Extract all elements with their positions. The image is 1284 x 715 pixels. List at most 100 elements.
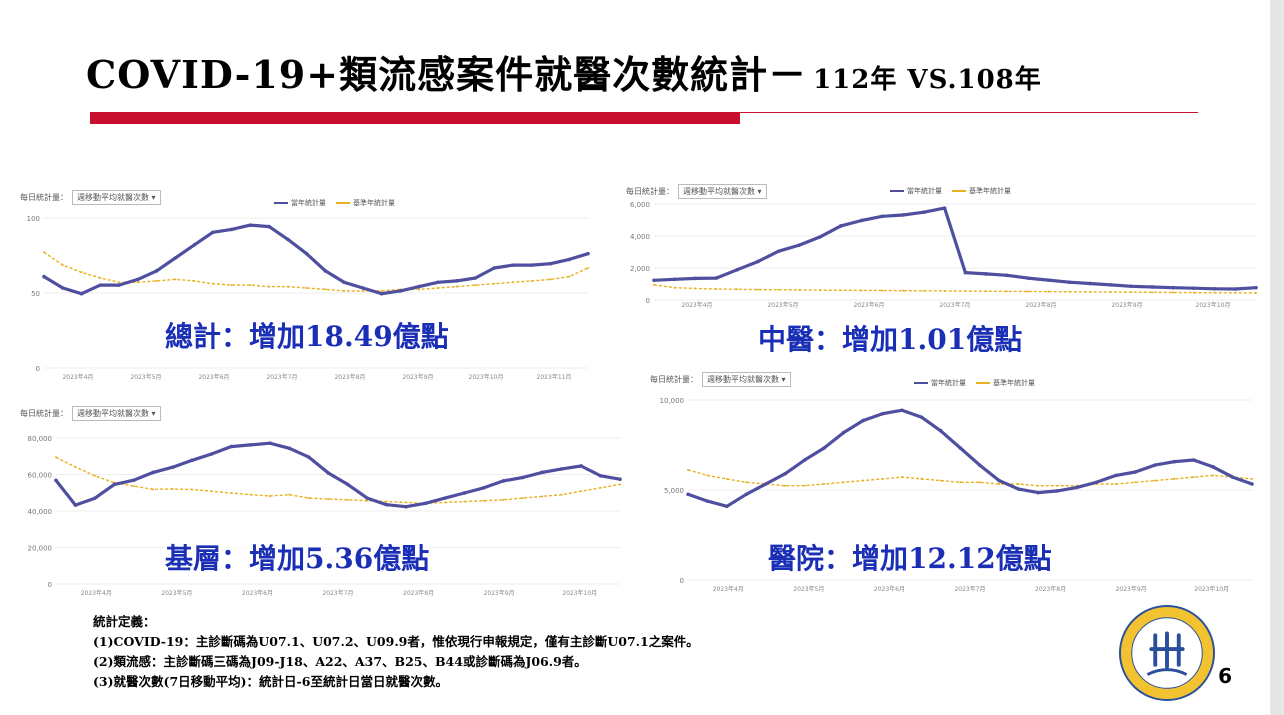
current-point: [939, 429, 943, 433]
current-point: [190, 458, 194, 463]
current-point: [802, 458, 807, 462]
current-point: [501, 479, 506, 483]
current-point: [443, 496, 447, 500]
chart-legend: 當年統計量 基準年統計量: [914, 378, 1035, 388]
base-point: [1151, 291, 1154, 294]
current-point: [1094, 480, 1099, 485]
current-point: [763, 482, 768, 486]
chart-controls: 每日統計量： 週移動平均就醫次數 ▾: [626, 184, 767, 199]
base-point: [43, 251, 45, 254]
x-tick-label: 2023年10月: [562, 589, 597, 597]
series-base-line: [687, 469, 1253, 487]
metric-dropdown[interactable]: 週移動平均就醫次數 ▾: [72, 190, 161, 205]
definition-item: (3)就醫次數(7日移動平均)：統計日-6至統計日當日就醫次數。: [93, 674, 448, 689]
x-tick-label: 2023年4月: [81, 589, 112, 597]
base-point: [118, 281, 121, 284]
current-point: [482, 486, 486, 490]
legend-current-label: 當年統計量: [907, 187, 942, 195]
base-point: [210, 490, 213, 493]
x-tick-label: 2023年6月: [198, 373, 229, 381]
metric-dropdown[interactable]: 週移動平均就醫次數 ▾: [702, 372, 791, 387]
current-point: [1211, 465, 1215, 469]
base-point: [784, 484, 787, 487]
current-point: [79, 291, 84, 296]
metric-dropdown[interactable]: 週移動平均就醫次數 ▾: [678, 184, 767, 199]
slide-title: COVID-19+類流感案件就醫次數統計－ 112年 VS.108年: [86, 44, 1042, 99]
y-tick-label: 4,000: [630, 233, 650, 241]
base-point: [1255, 292, 1257, 295]
dropdown-value: 週移動平均就醫次數: [683, 187, 755, 196]
y-tick-label: 0: [680, 577, 684, 585]
current-point: [755, 259, 760, 264]
current-point: [1172, 459, 1177, 464]
x-tick-label: 2023年7月: [954, 585, 985, 593]
current-point: [783, 471, 788, 476]
legend-base-label: 基準年統計量: [993, 379, 1035, 387]
current-point: [1005, 273, 1009, 278]
base-point: [152, 488, 155, 491]
current-point: [286, 237, 290, 242]
current-point: [454, 279, 459, 283]
y-tick-label: 0: [646, 297, 650, 305]
base-point: [288, 493, 291, 496]
current-point: [267, 224, 271, 229]
y-tick-label: 80,000: [28, 435, 53, 443]
current-point: [1254, 285, 1258, 290]
current-point: [1046, 278, 1051, 282]
base-point: [286, 285, 289, 288]
x-tick-label: 2023年5月: [130, 373, 161, 381]
current-point: [735, 268, 739, 272]
current-point: [797, 243, 802, 247]
x-tick-label: 2023年5月: [767, 301, 798, 309]
current-point: [42, 274, 46, 279]
current-point: [841, 430, 846, 435]
chart-svg: 100 50 0 2023年4月 2023年5月 2023年6月 2023年7月 2023年8…: [27, 215, 590, 381]
base-point: [1173, 477, 1176, 480]
base-point: [842, 481, 845, 484]
current-point: [211, 230, 215, 235]
current-point: [54, 478, 58, 483]
stat-label: 每日統計量：: [20, 193, 68, 202]
metric-dropdown[interactable]: 週移動平均就醫次數 ▾: [72, 406, 161, 421]
current-point: [1150, 285, 1155, 289]
current-point: [1036, 490, 1040, 495]
chart-legend: 當年統計量 基準年統計量: [890, 186, 1011, 196]
base-point: [1130, 291, 1133, 294]
base-point: [1114, 483, 1117, 485]
current-point: [725, 504, 729, 509]
base-point: [521, 497, 524, 500]
definitions: 統計定義： (1)COVID-19：主診斷碼為U07.1、U07.2、U09.9…: [93, 612, 699, 692]
y-tick-label: 60,000: [28, 472, 53, 480]
x-tick-label: 2023年4月: [62, 373, 93, 381]
x-tick-label: 2023年8月: [1025, 301, 1056, 309]
current-point: [714, 276, 719, 280]
x-tick-label: 2023年10月: [1194, 585, 1229, 593]
current-point: [579, 464, 583, 468]
base-point: [920, 477, 923, 480]
caption-total: 總計：增加18.49億點: [165, 315, 449, 355]
base-point: [474, 284, 477, 287]
x-tick-label: 2023年8月: [1035, 585, 1066, 593]
base-point: [305, 287, 308, 289]
current-point: [1250, 482, 1254, 486]
base-point: [725, 477, 728, 480]
current-point: [135, 277, 140, 282]
legend-base: 基準年統計量: [952, 186, 1011, 196]
base-point: [881, 477, 884, 480]
definition-item: (2)類流感：主診斷碼三碼為J09-J18、A22、A37、B25、B44或診斷…: [93, 654, 587, 669]
legend-base: 基準年統計量: [336, 198, 395, 208]
page-number: 6: [1218, 664, 1232, 688]
base-point: [55, 456, 57, 459]
y-tick-label: 50: [31, 290, 40, 298]
base-point: [74, 466, 77, 469]
current-point: [919, 415, 924, 419]
current-point: [151, 470, 156, 475]
current-point: [1088, 281, 1092, 286]
legend-current-label: 當年統計量: [931, 379, 966, 387]
base-point: [385, 500, 388, 503]
current-point: [922, 210, 926, 215]
base-point: [706, 474, 709, 477]
base-point: [900, 476, 903, 479]
base-point: [673, 286, 676, 289]
dropdown-value: 週移動平均就醫次數: [77, 409, 149, 418]
